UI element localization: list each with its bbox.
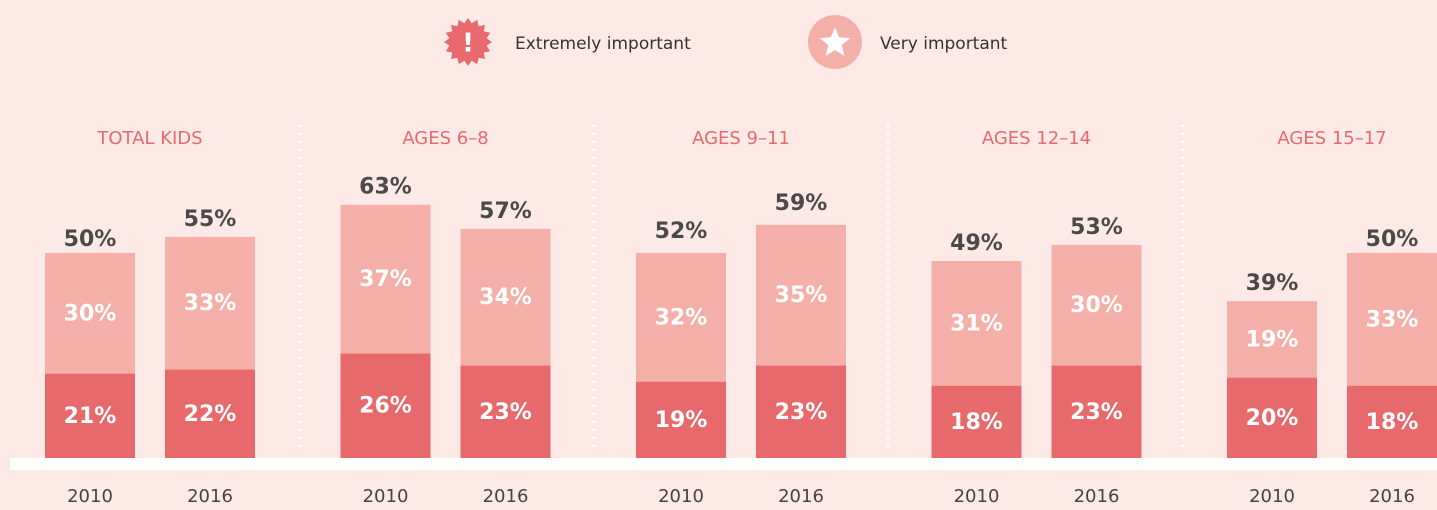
legend-icon <box>444 18 492 66</box>
total-label: 63% <box>359 175 412 200</box>
value-label: 37% <box>359 267 412 292</box>
value-label: 23% <box>479 400 532 425</box>
baseline <box>10 458 1437 470</box>
bar-segment <box>340 204 431 354</box>
bar-segment <box>45 252 135 374</box>
group-title: AGES 12–14 <box>982 128 1091 149</box>
value-label: 34% <box>479 285 532 310</box>
bar-segment <box>340 353 431 458</box>
bar-segment <box>460 228 551 366</box>
value-label: 35% <box>775 283 828 308</box>
legend-label: Very important <box>880 34 1008 54</box>
bar-segment <box>165 236 255 370</box>
total-label: 50% <box>1366 227 1419 252</box>
value-label: 23% <box>1070 400 1123 425</box>
value-label: 33% <box>184 291 237 316</box>
total-label: 55% <box>184 207 237 232</box>
x-tick-label: 2016 <box>778 486 824 507</box>
value-label: 19% <box>655 408 708 433</box>
bar-segment <box>1347 385 1437 458</box>
group-title: AGES 15–17 <box>1277 128 1386 149</box>
total-label: 59% <box>775 191 828 216</box>
legend-label: Extremely important <box>515 34 691 54</box>
bar-segment <box>1227 301 1317 378</box>
x-tick-label: 2010 <box>363 486 409 507</box>
bar-segment <box>636 252 726 382</box>
total-label: 53% <box>1070 215 1123 240</box>
total-label: 49% <box>950 231 1003 256</box>
group-title: AGES 9–11 <box>692 128 790 149</box>
x-tick-label: 2010 <box>67 486 113 507</box>
bar-segment <box>45 373 135 458</box>
value-label: 26% <box>359 394 412 419</box>
value-label: 18% <box>950 410 1003 435</box>
value-label: 18% <box>1366 410 1419 435</box>
bar-segment <box>931 385 1022 458</box>
bar-segment <box>460 365 551 458</box>
bar-segment <box>1227 377 1317 458</box>
x-tick-label: 2016 <box>483 486 529 507</box>
x-tick-label: 2016 <box>1074 486 1120 507</box>
bar-segment <box>756 224 846 366</box>
value-label: 22% <box>184 402 237 427</box>
group-title: AGES 6–8 <box>402 128 488 149</box>
x-tick-label: 2010 <box>658 486 704 507</box>
value-label: 21% <box>64 404 117 429</box>
total-label: 57% <box>479 199 532 224</box>
bar-segment <box>1347 252 1437 386</box>
legend-icon-mark: ! <box>462 29 474 59</box>
value-label: 32% <box>655 305 708 330</box>
total-label: 50% <box>64 227 117 252</box>
value-label: 30% <box>64 301 117 326</box>
bar-segment <box>931 261 1022 386</box>
bar-segment <box>1051 244 1142 366</box>
value-label: 19% <box>1246 327 1299 352</box>
x-tick-label: 2016 <box>187 486 233 507</box>
value-label: 33% <box>1366 307 1419 332</box>
bar-segment <box>165 369 255 458</box>
total-label: 39% <box>1246 271 1299 296</box>
x-tick-label: 2010 <box>1249 486 1295 507</box>
value-label: 30% <box>1070 293 1123 318</box>
legend-icon-star <box>819 27 851 56</box>
x-tick-label: 2016 <box>1369 486 1415 507</box>
value-label: 31% <box>950 311 1003 336</box>
bar-segment <box>756 365 846 458</box>
x-tick-label: 2010 <box>954 486 1000 507</box>
value-label: 20% <box>1246 406 1299 431</box>
value-label: 23% <box>775 400 828 425</box>
separators <box>298 125 1185 452</box>
bar-segment <box>1051 365 1142 458</box>
group-title: TOTAL KIDS <box>96 128 202 149</box>
bar-segment <box>636 381 726 458</box>
total-label: 52% <box>655 219 708 244</box>
